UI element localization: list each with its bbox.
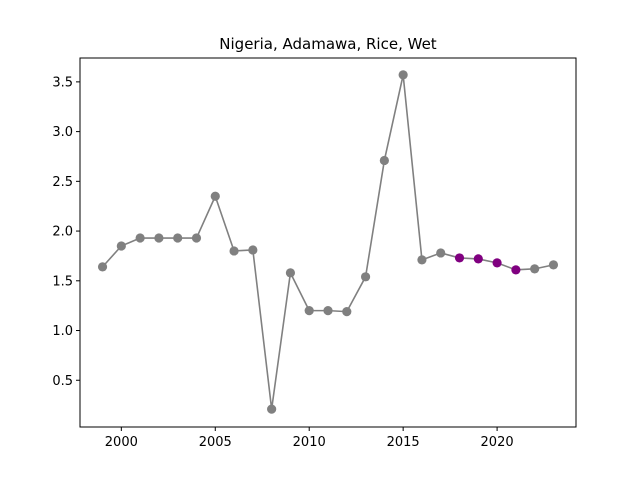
data-point (173, 233, 183, 243)
data-point (530, 264, 540, 274)
x-tick-label: 2010 (293, 435, 326, 450)
x-tick-label: 2005 (199, 435, 232, 450)
data-point (248, 245, 258, 255)
data-point (229, 246, 239, 256)
data-point (360, 272, 371, 282)
axes: 2000 2005 2010 2015 2020 0.5 1.0 1.5 2.0 2.5 3.0 3.… (52, 75, 513, 450)
data-point (511, 265, 521, 275)
plot-frame (79, 57, 577, 428)
data-point (492, 258, 502, 268)
data-point (97, 262, 108, 272)
y-tick-label: 2.0 (52, 225, 73, 240)
data-point (323, 306, 333, 316)
y-tick-label: 2.5 (52, 175, 73, 190)
data-point (285, 268, 296, 278)
data-point (398, 70, 408, 80)
x-tick-label: 2015 (387, 435, 420, 450)
data-point (379, 155, 389, 166)
data-point (454, 253, 465, 263)
chart-title: Nigeria, Adamawa, Rice, Wet (219, 35, 436, 53)
x-tick-label: 2020 (481, 435, 514, 450)
data-point (135, 233, 145, 243)
series-line-group (101, 74, 554, 410)
y-tick-label: 1.5 (52, 274, 73, 289)
series-line (101, 74, 554, 410)
data-point (473, 254, 483, 264)
data-point (116, 241, 126, 251)
y-tick-label: 3.5 (52, 75, 73, 90)
data-point (154, 233, 164, 243)
data-point (342, 307, 352, 317)
data-point (267, 404, 277, 414)
x-tick-label: 2000 (105, 435, 138, 450)
y-tick-label: 0.5 (52, 374, 73, 389)
data-point (436, 248, 446, 258)
data-point (548, 260, 559, 270)
data-point (191, 233, 202, 243)
y-tick-label: 3.0 (52, 125, 73, 140)
data-point (417, 255, 427, 265)
data-points (97, 70, 559, 414)
data-point (304, 306, 314, 316)
y-tick-label: 1.0 (52, 324, 73, 339)
data-point (210, 191, 220, 201)
